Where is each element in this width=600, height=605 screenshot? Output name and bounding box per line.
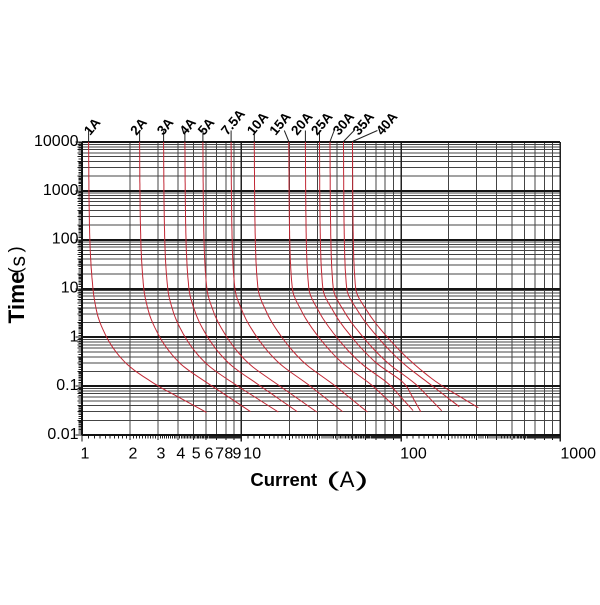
svg-text:2: 2 [129,446,138,463]
svg-text:): ) [355,468,368,491]
svg-text:100: 100 [400,446,427,463]
svg-text:4: 4 [176,446,185,463]
svg-text:1000: 1000 [43,182,79,199]
svg-text:s: s [7,256,30,267]
svg-text:9: 9 [233,446,242,463]
svg-text:1: 1 [70,328,79,345]
svg-text:Time: Time [4,271,29,323]
svg-text:Current: Current [250,469,317,490]
svg-text:1000: 1000 [560,446,596,463]
svg-text:0.1: 0.1 [56,377,78,394]
svg-text:100: 100 [52,231,79,248]
svg-text:1: 1 [81,446,90,463]
svg-text:5: 5 [192,446,201,463]
svg-text:6: 6 [205,446,214,463]
svg-text:(: ( [327,468,341,491]
svg-text:10: 10 [243,446,261,463]
svg-text:3: 3 [157,446,166,463]
svg-text:10000: 10000 [34,133,79,150]
svg-text:(: ( [5,267,26,274]
svg-text:0.01: 0.01 [47,426,78,443]
svg-text:8: 8 [224,446,233,463]
svg-text:10: 10 [61,280,79,297]
svg-text:A: A [340,467,355,492]
svg-text:): ) [5,246,26,252]
svg-text:7: 7 [215,446,224,463]
